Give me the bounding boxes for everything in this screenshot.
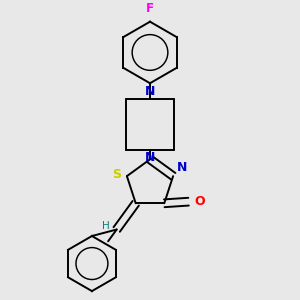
Text: N: N <box>177 160 188 173</box>
Text: S: S <box>112 168 121 181</box>
Text: F: F <box>146 2 154 15</box>
Text: N: N <box>145 85 155 98</box>
Text: O: O <box>194 194 205 208</box>
Text: H: H <box>102 221 110 231</box>
Text: N: N <box>145 151 155 164</box>
